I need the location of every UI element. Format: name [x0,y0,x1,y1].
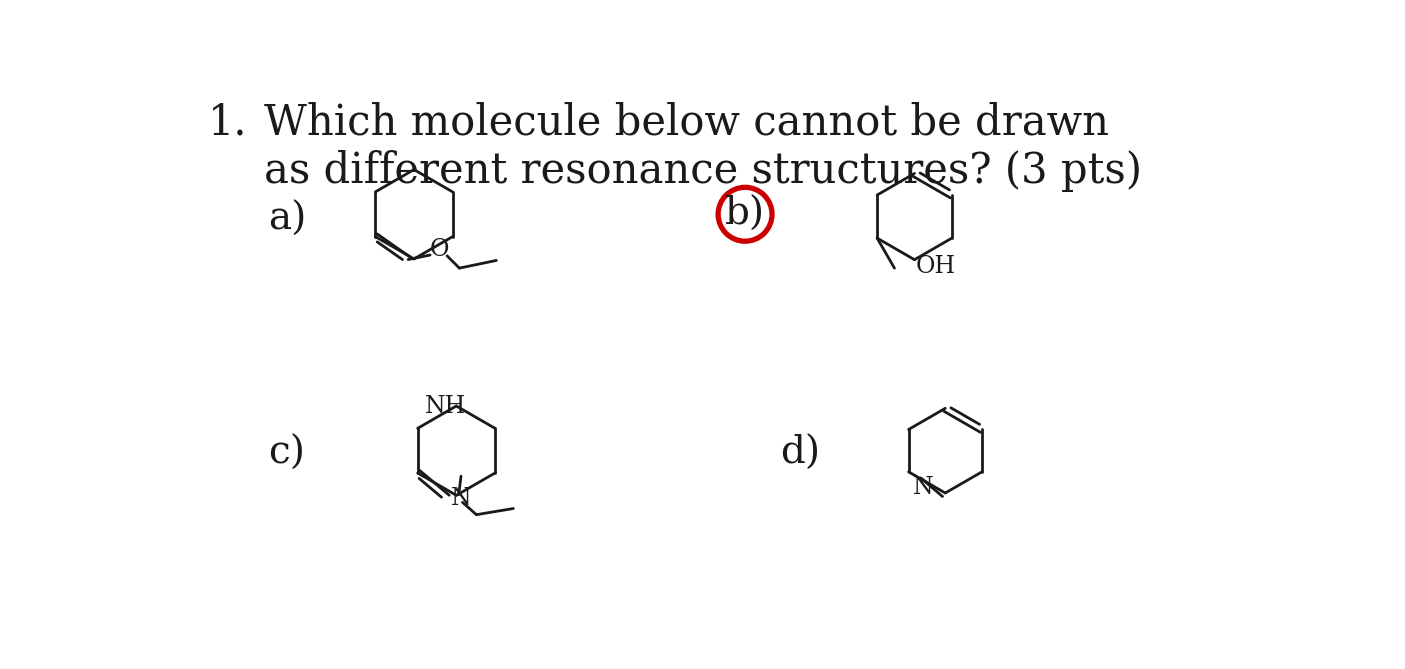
Text: NH: NH [426,395,466,417]
Text: as different resonance structures? (3 pts): as different resonance structures? (3 pt… [264,151,1142,193]
Text: Which molecule below cannot be drawn: Which molecule below cannot be drawn [264,101,1109,143]
Text: OH: OH [916,255,955,278]
Text: N: N [913,476,934,500]
Text: 1.: 1. [208,101,247,143]
Text: b): b) [725,196,766,233]
Text: a): a) [268,201,306,238]
Text: O: O [430,238,450,261]
Text: N: N [451,487,472,510]
Text: c): c) [268,434,305,472]
Text: d): d) [780,434,821,472]
